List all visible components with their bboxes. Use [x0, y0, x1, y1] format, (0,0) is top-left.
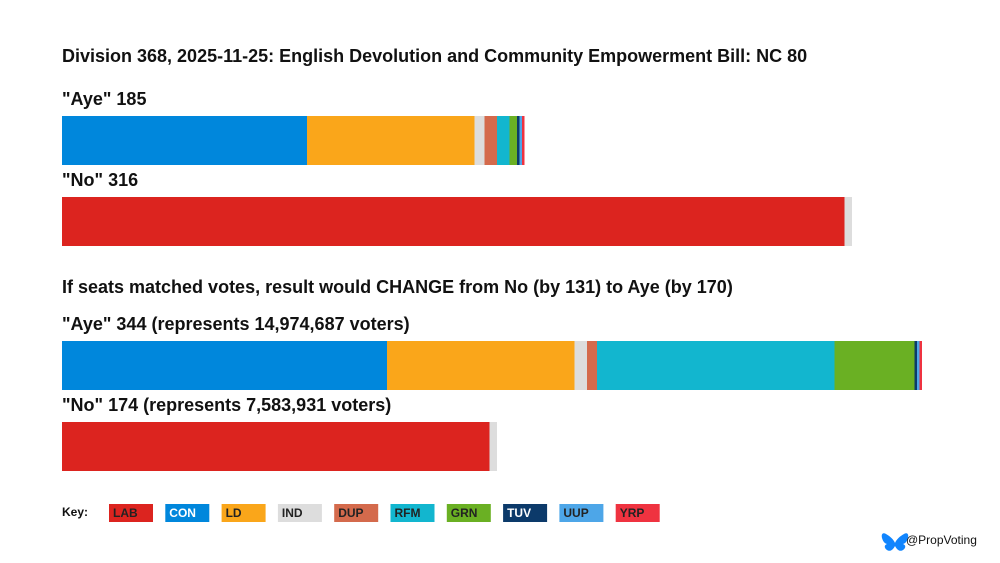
bar-segment: [474, 116, 485, 165]
bar-segment: [919, 341, 922, 390]
key-swatch: [109, 504, 153, 522]
key-swatch: [277, 504, 322, 522]
bar-segment: [62, 116, 307, 165]
credit: @PropVoting: [906, 533, 977, 547]
bar-segment: [489, 422, 497, 471]
key-entry: IND: [282, 506, 303, 520]
bar-segment: [597, 341, 835, 390]
key-entry: LAB: [113, 506, 138, 520]
bar-segment: [917, 341, 920, 390]
key-entry: DUP: [338, 506, 363, 520]
bar-segment: [834, 341, 915, 390]
bar-segment: [62, 197, 845, 246]
chart-title: Division 368, 2025-11-25: English Devolu…: [62, 46, 807, 66]
bar-segment: [307, 116, 475, 165]
subtitle: If seats matched votes, result would CHA…: [62, 277, 733, 297]
key-entry: RFM: [395, 506, 421, 520]
key-swatch: [165, 504, 210, 522]
key-swatch: [334, 504, 379, 522]
bar-label: "Aye" 344 (represents 14,974,687 voters): [62, 314, 410, 334]
bar-segment: [574, 341, 587, 390]
bar-segment: [509, 116, 517, 165]
key-entry: UUP: [563, 506, 588, 520]
key-entry: TUV: [507, 506, 531, 520]
bar-segment: [522, 116, 525, 165]
bar-label: "No" 316: [62, 170, 138, 190]
key-swatch: [503, 504, 548, 522]
bar-segment: [497, 116, 510, 165]
key-entry: YRP: [620, 506, 645, 520]
key-swatch: [446, 504, 491, 522]
bar-segment: [587, 341, 597, 390]
key-entry: LD: [226, 506, 242, 520]
key-swatch: [615, 504, 660, 522]
bar-segment: [387, 341, 575, 390]
bar-segment: [844, 197, 852, 246]
key-swatch: [559, 504, 604, 522]
key-swatch: [221, 504, 266, 522]
logo: [881, 533, 909, 551]
bar-label: "No" 174 (represents 7,583,931 voters): [62, 395, 391, 415]
bar-segment: [517, 116, 520, 165]
key-entry: GRN: [451, 506, 478, 520]
bar-segment: [62, 422, 490, 471]
key-label: Key:: [62, 505, 88, 519]
bar-segment: [914, 341, 917, 390]
bar-segment: [519, 116, 522, 165]
bar-segment: [62, 341, 387, 390]
bar-label: "Aye" 185: [62, 89, 146, 109]
key-swatch: [390, 504, 435, 522]
bar-segment: [484, 116, 497, 165]
key-entry: CON: [169, 506, 196, 520]
